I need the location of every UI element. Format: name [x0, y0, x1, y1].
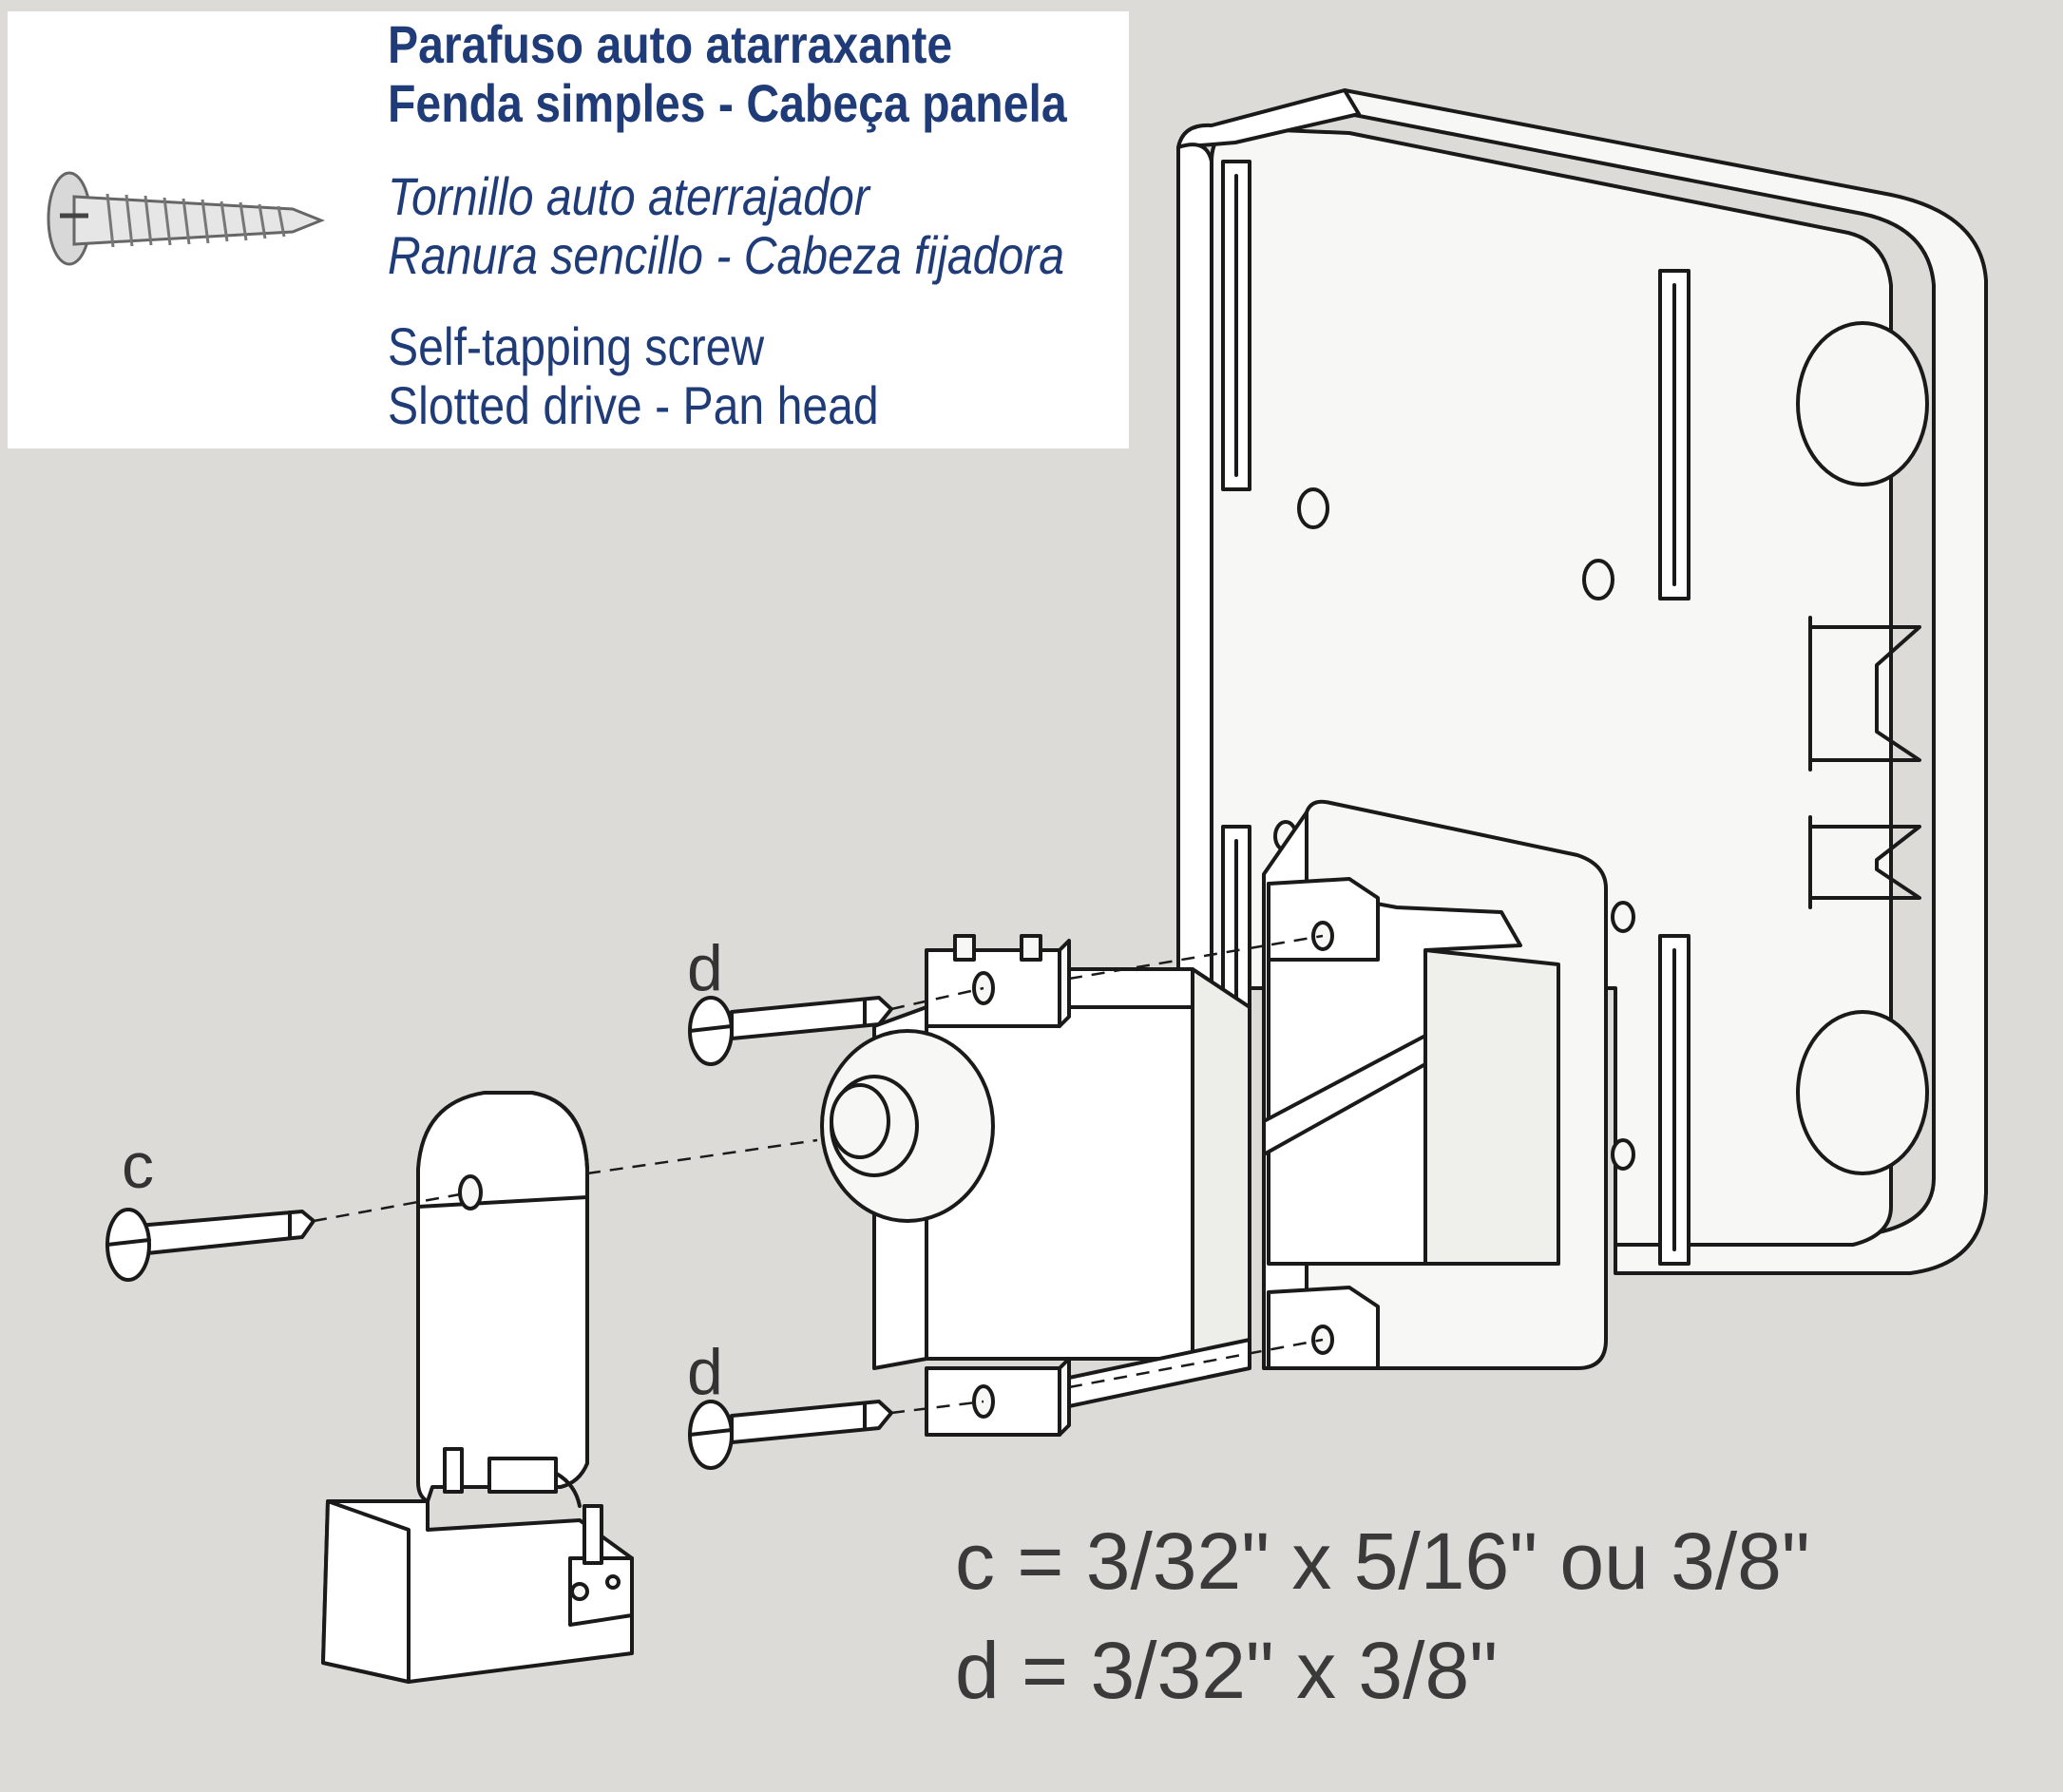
spec-d: d = 3/32" x 3/8": [955, 1626, 1499, 1715]
spec-c: c = 3/32" x 5/16" ou 3/8": [955, 1516, 1810, 1606]
alignment-lines: [313, 934, 1324, 1415]
portuguese-title-line-1: Parafuso auto atarraxante: [388, 14, 953, 74]
self-tapping-screw-icon: [47, 171, 326, 266]
screw-type-info-box: Parafuso auto atarraxante Fenda simples …: [8, 11, 1129, 448]
lever-arm: [321, 1091, 634, 1684]
english-title-line-2: Slotted drive - Pan head: [388, 375, 879, 435]
callout-d-bottom: d: [687, 1336, 723, 1408]
spanish-title-line-1: Tornillo auto aterrajador: [388, 166, 869, 226]
callout-d-top: d: [687, 932, 723, 1004]
servo-mount-bracket: [1262, 799, 1608, 1370]
screw-d-top: [688, 996, 893, 1066]
portuguese-title-line-2: Fenda simples - Cabeça panela: [388, 73, 1067, 133]
screw-d-bottom: [688, 1400, 893, 1470]
callout-c: c: [122, 1130, 154, 1202]
servo-motor: [820, 934, 1251, 1437]
english-title-line-1: Self-tapping screw: [388, 316, 765, 376]
screw-c: [105, 1208, 315, 1282]
spanish-title-line-2: Ranura sencillo - Cabeza fijadora: [388, 225, 1065, 285]
